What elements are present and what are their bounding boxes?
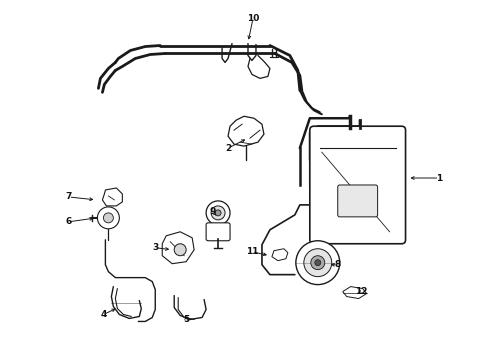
- Text: 2: 2: [225, 144, 231, 153]
- Polygon shape: [272, 249, 288, 261]
- Circle shape: [311, 256, 325, 270]
- Circle shape: [174, 244, 186, 256]
- Circle shape: [103, 213, 113, 223]
- Text: 11: 11: [245, 247, 258, 256]
- Polygon shape: [162, 232, 194, 264]
- Polygon shape: [343, 287, 367, 298]
- Circle shape: [215, 210, 221, 216]
- Circle shape: [315, 260, 321, 266]
- Circle shape: [98, 207, 120, 229]
- Text: 10: 10: [247, 14, 259, 23]
- Circle shape: [296, 241, 340, 285]
- Text: 12: 12: [355, 287, 368, 296]
- Text: 5: 5: [183, 315, 189, 324]
- Circle shape: [304, 249, 332, 276]
- FancyBboxPatch shape: [310, 126, 406, 244]
- Text: 3: 3: [152, 243, 158, 252]
- Text: 8: 8: [335, 260, 341, 269]
- Text: 1: 1: [436, 174, 442, 183]
- Circle shape: [206, 201, 230, 225]
- Text: 9: 9: [210, 207, 216, 216]
- Text: 7: 7: [65, 193, 72, 202]
- Circle shape: [211, 206, 225, 220]
- Text: 4: 4: [100, 310, 107, 319]
- Polygon shape: [228, 116, 264, 146]
- Text: 6: 6: [65, 217, 72, 226]
- Polygon shape: [102, 188, 122, 206]
- FancyBboxPatch shape: [206, 223, 230, 241]
- FancyBboxPatch shape: [338, 185, 378, 217]
